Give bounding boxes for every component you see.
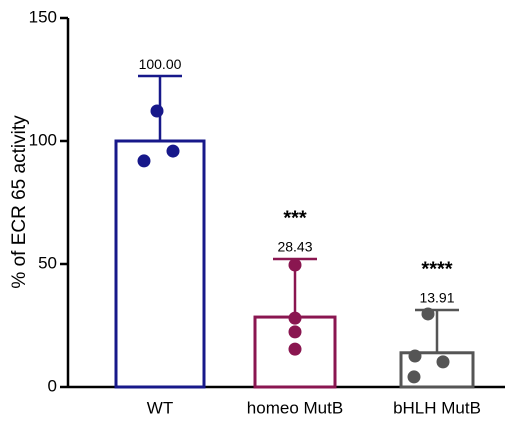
value-label: 100.00 <box>139 56 182 72</box>
data-point <box>407 370 421 384</box>
data-point <box>150 104 164 118</box>
y-tick-label: 150 <box>29 7 57 26</box>
data-point <box>137 154 151 168</box>
data-point <box>166 144 180 158</box>
data-point <box>288 325 302 339</box>
significance-label: **** <box>421 258 452 280</box>
data-point <box>288 342 302 356</box>
value-label: 28.43 <box>277 239 312 255</box>
x-tick-label: bHLH MutB <box>393 398 481 417</box>
data-point <box>288 311 302 325</box>
data-point <box>408 349 422 363</box>
data-point <box>421 307 435 321</box>
bar <box>399 351 475 389</box>
data-point <box>436 355 450 369</box>
bar <box>114 139 206 389</box>
y-tick-label: 50 <box>38 253 57 272</box>
y-tick-label: 0 <box>48 376 57 395</box>
value-label: 13.91 <box>419 290 454 306</box>
x-tick-label: WT <box>147 398 173 417</box>
significance-label: *** <box>283 207 307 229</box>
y-axis-label: % of ECR 65 activity <box>9 115 30 289</box>
y-tick-label: 100 <box>29 130 57 149</box>
data-point <box>288 258 302 272</box>
x-tick-label: homeo MutB <box>247 398 343 417</box>
